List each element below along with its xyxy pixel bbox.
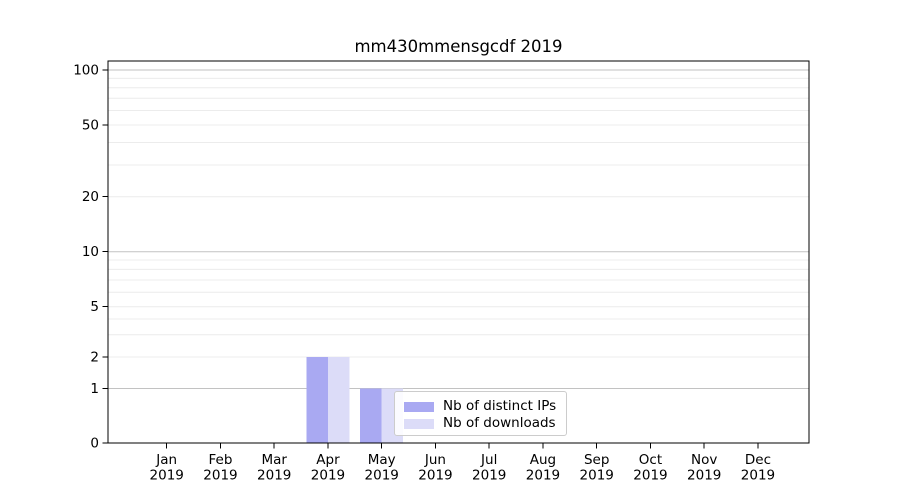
x-axis-tick-label: Nov 2019 bbox=[687, 452, 721, 484]
y-axis-tick-label: 20 bbox=[82, 189, 99, 205]
x-axis-tick-label: Jan 2019 bbox=[150, 452, 184, 484]
chart-title: mm430mmensgcdf 2019 bbox=[354, 37, 563, 56]
bar-distinct-ips-may bbox=[360, 388, 382, 443]
y-axis-tick-label: 50 bbox=[82, 118, 99, 134]
bar-downloads-apr bbox=[327, 357, 350, 443]
tick-marks-group bbox=[102, 69, 759, 449]
tick-labels-group: 0 1 2 5 10 20 50 100 Jan 2019 Feb 2019 Mar 2019 Apr 201… bbox=[73, 63, 775, 484]
y-axis-tick-label: 0 bbox=[90, 436, 99, 452]
x-axis-tick-label: Feb 2019 bbox=[203, 452, 237, 484]
legend-swatch bbox=[404, 401, 434, 412]
x-axis-tick-label: Dec 2019 bbox=[741, 452, 775, 484]
x-axis-tick-label: Oct 2019 bbox=[633, 452, 667, 484]
x-axis-tick-label: Sep 2019 bbox=[580, 452, 614, 484]
y-axis-tick-label: 100 bbox=[73, 63, 99, 79]
major-gridlines-group bbox=[108, 69, 809, 389]
y-axis-tick-label: 2 bbox=[90, 350, 99, 366]
legend-item: Nb of downloads bbox=[404, 415, 556, 432]
legend-label: Nb of distinct IPs bbox=[443, 398, 557, 414]
y-axis-tick-label: 1 bbox=[90, 381, 99, 397]
x-axis-tick-label: May 2019 bbox=[365, 452, 399, 484]
x-axis-tick-label: Aug 2019 bbox=[526, 452, 560, 484]
legend-item: Nb of distinct IPs bbox=[404, 398, 556, 415]
x-axis-tick-label: Apr 2019 bbox=[311, 452, 345, 484]
x-axis-tick-label: Jun 2019 bbox=[418, 452, 452, 484]
legend-swatch bbox=[404, 418, 434, 429]
bars-group bbox=[306, 357, 404, 443]
legend: Nb of distinct IPs Nb of downloads bbox=[394, 391, 568, 436]
x-axis-tick-label: Mar 2019 bbox=[257, 452, 291, 484]
y-axis-tick-label: 5 bbox=[90, 299, 99, 315]
y-axis-tick-label: 10 bbox=[82, 244, 99, 260]
x-axis-tick-label: Jul 2019 bbox=[472, 452, 506, 484]
legend-label: Nb of downloads bbox=[443, 415, 556, 431]
minor-gridlines-group bbox=[108, 77, 809, 358]
bar-distinct-ips-apr bbox=[306, 357, 328, 443]
